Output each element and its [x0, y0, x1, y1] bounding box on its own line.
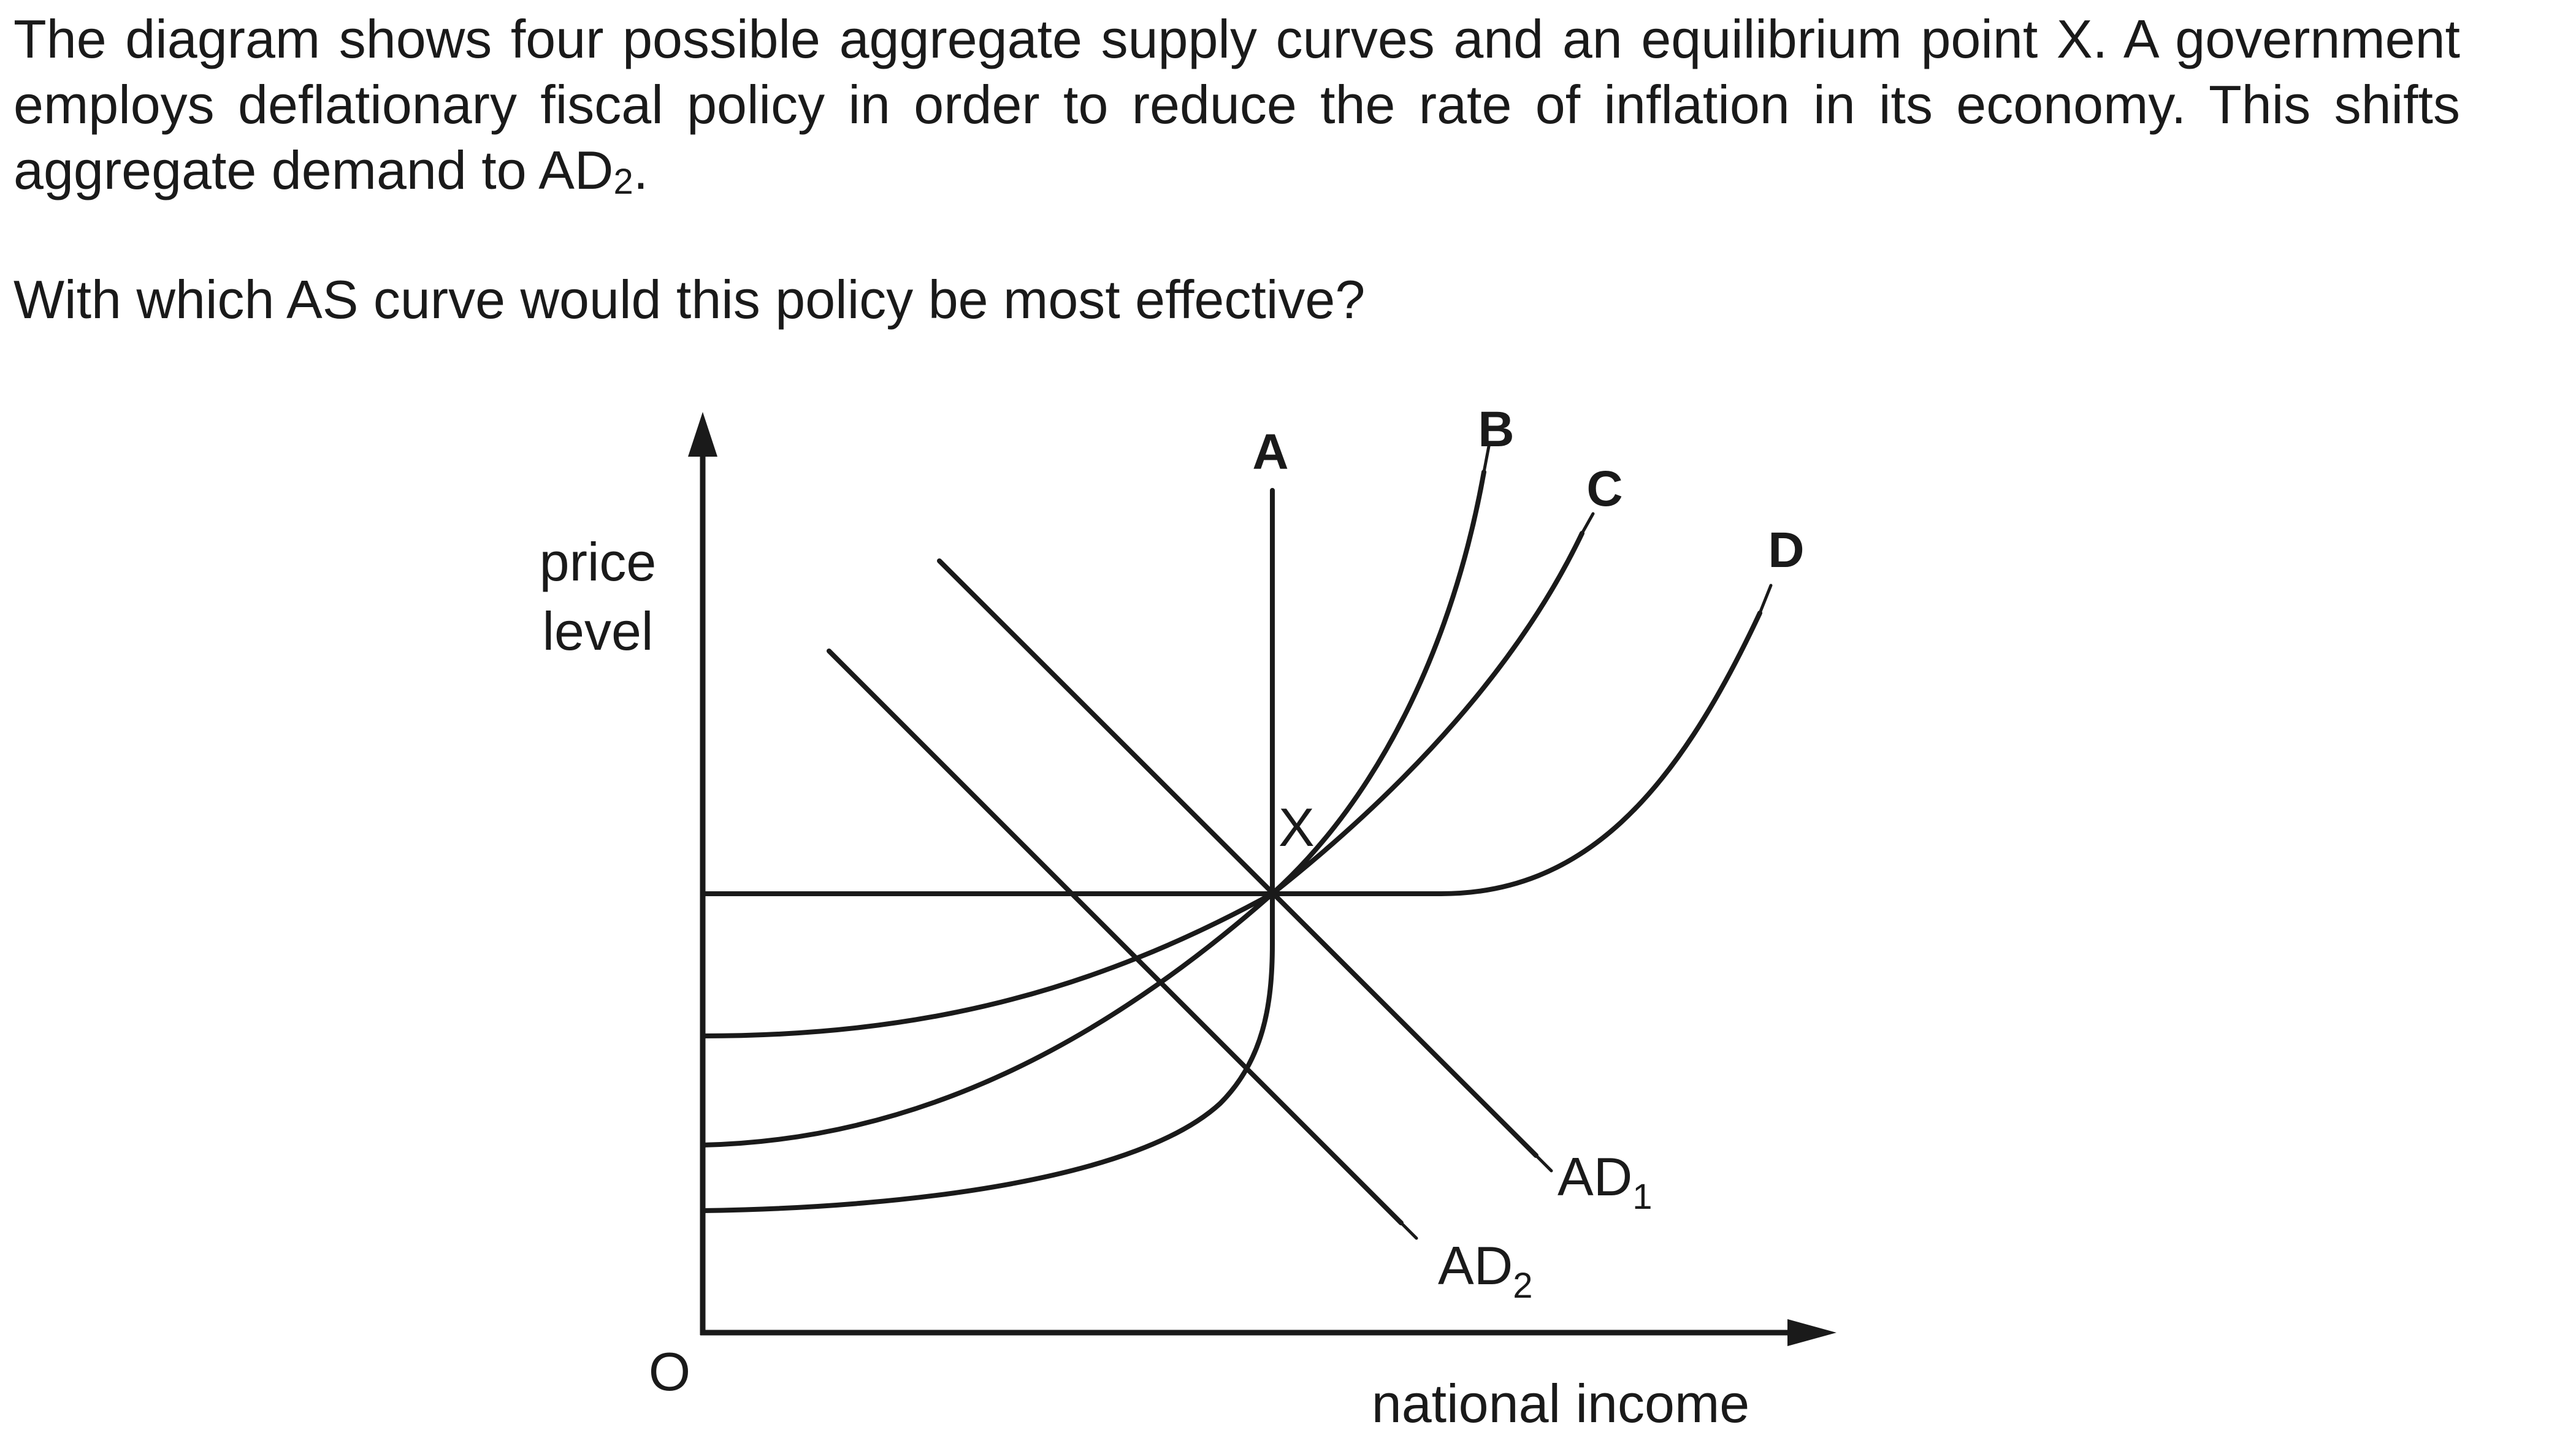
question-text-main: The diagram shows four possible aggregat…	[13, 9, 2460, 200]
ad1-label-sub: 1	[1632, 1177, 1652, 1217]
ad2-label-base: AD	[1438, 1235, 1513, 1296]
as-curve-d	[700, 611, 1762, 896]
as-curve-d-leader	[1758, 584, 1773, 615]
as-curve-c	[700, 531, 1584, 1148]
as-curve-b	[700, 470, 1486, 1038]
y-axis-label-line1: price	[540, 531, 657, 592]
question-text-subscript: 2	[613, 162, 633, 202]
question-text: The diagram shows four possible aggregat…	[13, 6, 2460, 203]
y-axis-arrow	[688, 412, 717, 457]
x-axis-label: national income	[1372, 1373, 1749, 1434]
question-prompt: With which AS curve would this policy be…	[13, 269, 1366, 330]
ad2-line	[827, 649, 1404, 1225]
as-curve-d-label: D	[1768, 522, 1804, 578]
ad1-line	[937, 558, 1538, 1158]
ad1-label: AD1	[1557, 1146, 1653, 1217]
equilibrium-label: X	[1278, 797, 1315, 858]
ad2-label: AD2	[1438, 1235, 1533, 1306]
as-curve-c-label: C	[1586, 461, 1622, 517]
ad1-label-base: AD	[1557, 1146, 1632, 1207]
as-curve-b-leader	[1482, 444, 1491, 474]
y-axis-label-line2: level	[543, 601, 654, 661]
ad1-leader	[1534, 1154, 1553, 1173]
as-curve-b-label: B	[1478, 402, 1514, 457]
origin-label: O	[649, 1341, 690, 1402]
axes	[688, 412, 1836, 1346]
ad2-leader	[1399, 1221, 1418, 1240]
as-curve-a-label: A	[1252, 424, 1288, 480]
x-axis-arrow	[1787, 1319, 1836, 1346]
ad2-label-sub: 2	[1513, 1266, 1532, 1306]
as-curve-a	[700, 488, 1275, 1213]
as-curve-c-leader	[1580, 512, 1595, 535]
question-text-end: .	[633, 140, 649, 200]
